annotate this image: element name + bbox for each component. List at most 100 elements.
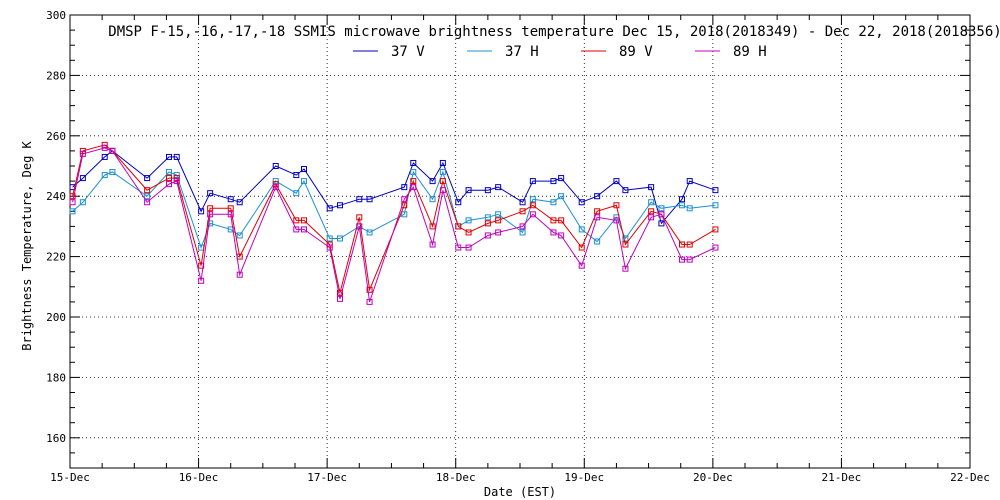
data-point (69, 208, 76, 215)
data-point (410, 184, 417, 191)
legend-item: 37 H (467, 44, 539, 60)
data-point (465, 244, 472, 251)
data-point (455, 199, 462, 206)
data-point (686, 178, 693, 185)
data-point (686, 256, 693, 263)
data-point (712, 244, 719, 251)
data-point (658, 205, 665, 212)
data-point (301, 178, 307, 185)
data-point (578, 244, 585, 251)
data-point (484, 220, 491, 227)
legend-label: 37 H (505, 44, 539, 60)
series-layer (69, 141, 719, 305)
data-point (622, 241, 629, 248)
data-point (495, 217, 502, 224)
data-point (594, 214, 601, 221)
data-point (465, 229, 472, 236)
data-point (69, 193, 76, 200)
data-point (144, 199, 151, 206)
data-point (144, 193, 151, 200)
data-point (429, 196, 436, 203)
data-point (227, 205, 234, 212)
data-point (578, 199, 585, 206)
data-point (173, 178, 180, 185)
y-tick-label: 220 (46, 251, 66, 264)
x-tick-label: 22-Dec (950, 471, 990, 484)
data-point (326, 244, 333, 251)
series-line (72, 170, 716, 249)
legend-label: 37 V (391, 44, 425, 60)
data-point (410, 178, 417, 185)
data-point (198, 277, 205, 284)
data-point (455, 244, 462, 251)
data-point (439, 169, 446, 176)
data-point (686, 205, 693, 212)
data-point (484, 232, 491, 239)
data-point (166, 153, 172, 160)
data-point (550, 229, 557, 236)
data-point (293, 226, 300, 233)
y-tick-label: 240 (46, 190, 66, 203)
series-line (72, 147, 716, 303)
y-tick-label: 180 (46, 371, 66, 384)
data-point (207, 190, 214, 197)
data-point (356, 214, 363, 221)
data-point (301, 217, 307, 224)
data-point (648, 208, 655, 215)
data-point (613, 178, 620, 185)
data-point (166, 169, 172, 176)
data-point (366, 298, 373, 305)
data-point (550, 178, 557, 185)
data-point (166, 181, 172, 188)
data-point (594, 238, 601, 245)
data-point (301, 226, 307, 233)
data-point (529, 196, 536, 203)
y-tick-label: 260 (46, 130, 66, 143)
data-point (558, 217, 565, 224)
data-point (109, 147, 116, 154)
data-point (356, 196, 363, 203)
data-point (519, 199, 526, 206)
data-point (166, 175, 172, 182)
data-point (578, 226, 585, 233)
data-point (455, 223, 462, 230)
x-tick-label: 21-Dec (822, 471, 862, 484)
data-point (293, 172, 300, 179)
legend-label: 89 H (733, 44, 767, 60)
y-tick-label: 160 (46, 432, 66, 445)
data-point (529, 211, 536, 218)
data-point (594, 208, 601, 215)
data-point (519, 208, 526, 215)
legend-label: 89 V (619, 44, 653, 60)
data-point (337, 235, 343, 242)
data-point (648, 184, 655, 191)
data-point (337, 295, 343, 302)
data-point (79, 199, 86, 206)
data-point (712, 202, 719, 209)
y-axis-title: Brightness Temperature, Deg K (20, 140, 34, 350)
y-tick-label: 200 (46, 311, 66, 324)
x-tick-label: 15-Dec (50, 471, 90, 484)
data-point (337, 202, 343, 209)
data-point (712, 187, 719, 194)
data-point (439, 187, 446, 194)
data-point (648, 199, 655, 206)
chart-title: DMSP F-15,-16,-17,-18 SSMIS microwave br… (108, 24, 1000, 40)
data-point (227, 196, 234, 203)
data-point (558, 193, 565, 200)
series-89-h (69, 144, 719, 305)
data-point (578, 262, 585, 269)
data-point (101, 141, 108, 148)
data-point (109, 169, 116, 176)
data-point (622, 235, 629, 242)
data-point (101, 172, 108, 179)
ticks-layer: 15-Dec 16-Dec 17-Dec 18-Dec 19-Dec 20-Dec 21-D… (46, 9, 990, 484)
data-point (712, 226, 719, 233)
data-point (484, 214, 491, 221)
data-point (79, 175, 86, 182)
data-point (679, 202, 685, 209)
data-point (613, 202, 620, 209)
data-point (173, 153, 180, 160)
data-point (495, 184, 502, 191)
